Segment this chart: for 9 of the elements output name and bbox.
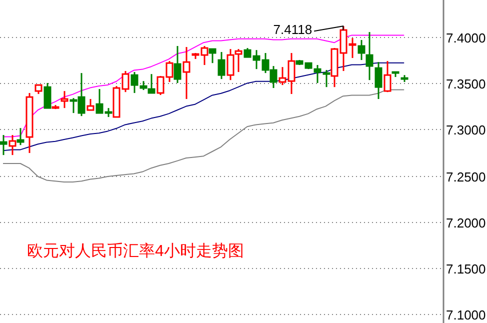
y-tick-label: 7.4000 bbox=[446, 30, 486, 46]
text: 欧元对人民币汇率4小时走势图 bbox=[27, 242, 244, 260]
annotation: 7.4118 bbox=[273, 22, 312, 38]
y-tick-label: 7.3500 bbox=[446, 76, 486, 92]
y-tick-label: 7.1500 bbox=[446, 262, 486, 276]
y-tick-label: 7.1000 bbox=[446, 308, 486, 322]
y-tick-label: 7.3000 bbox=[446, 122, 486, 138]
y-tick-label: 7.2500 bbox=[446, 170, 486, 184]
y-tick-label: 7.2000 bbox=[446, 216, 486, 230]
